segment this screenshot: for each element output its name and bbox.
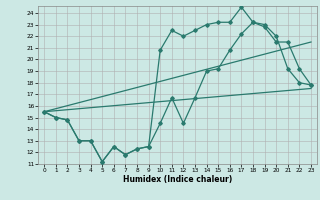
X-axis label: Humidex (Indice chaleur): Humidex (Indice chaleur) <box>123 175 232 184</box>
